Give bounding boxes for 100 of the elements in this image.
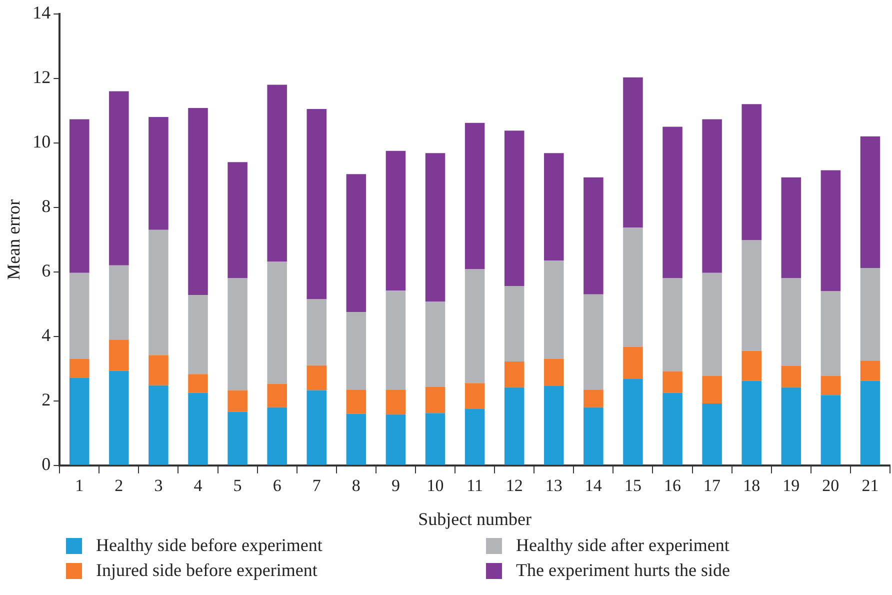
bar bbox=[742, 350, 762, 381]
bar bbox=[69, 378, 90, 465]
x-axis-title: Subject number bbox=[418, 508, 532, 529]
x-tick-label: 1 bbox=[75, 476, 84, 496]
x-tick-label: 21 bbox=[862, 476, 879, 496]
bar bbox=[820, 395, 841, 465]
bar bbox=[306, 365, 327, 390]
bar bbox=[109, 91, 129, 266]
x-tick-label: 4 bbox=[194, 476, 202, 496]
bar bbox=[188, 392, 208, 465]
x-tick-label: 6 bbox=[272, 476, 282, 496]
bar bbox=[504, 362, 524, 388]
x-tick-label: 10 bbox=[426, 476, 444, 496]
bar bbox=[702, 119, 722, 273]
x-tick-label: 16 bbox=[664, 476, 681, 496]
bar bbox=[662, 278, 682, 372]
bar bbox=[464, 408, 485, 465]
bar bbox=[860, 136, 880, 268]
bar bbox=[425, 413, 446, 465]
x-tick-label: 11 bbox=[466, 476, 483, 496]
bar bbox=[346, 414, 366, 465]
bar bbox=[306, 108, 327, 300]
bar bbox=[504, 130, 524, 286]
bar bbox=[742, 380, 762, 465]
bar bbox=[425, 387, 446, 414]
x-tick-label: 12 bbox=[506, 476, 523, 496]
bar bbox=[228, 162, 248, 278]
bar bbox=[148, 117, 168, 230]
bar bbox=[504, 286, 524, 362]
x-tick-label: 2 bbox=[114, 476, 124, 496]
bar bbox=[386, 150, 406, 291]
bar bbox=[109, 340, 129, 371]
bar bbox=[662, 371, 682, 393]
legend-label: The experiment hurts the side bbox=[516, 560, 730, 581]
bar bbox=[346, 312, 366, 390]
x-tick-label: 20 bbox=[822, 476, 840, 496]
x-tick-label: 13 bbox=[545, 476, 562, 496]
x-tick-label: 17 bbox=[704, 476, 721, 496]
y-tick-label: 4 bbox=[42, 325, 51, 346]
bar bbox=[228, 390, 248, 412]
bar bbox=[544, 386, 564, 465]
bar bbox=[109, 370, 129, 465]
bar bbox=[69, 358, 90, 378]
bar bbox=[306, 390, 327, 465]
bar bbox=[148, 230, 168, 356]
x-tick-label: 3 bbox=[154, 476, 163, 496]
bar bbox=[346, 390, 366, 414]
bar bbox=[228, 278, 248, 390]
bar bbox=[504, 387, 524, 465]
y-tick-label: 12 bbox=[32, 67, 51, 88]
bar bbox=[702, 272, 722, 376]
bar bbox=[584, 177, 604, 294]
bar bbox=[267, 407, 287, 465]
bar bbox=[702, 403, 722, 465]
bar bbox=[742, 240, 762, 351]
x-tick-label: 9 bbox=[391, 476, 400, 496]
bar bbox=[820, 170, 841, 292]
bar bbox=[109, 265, 129, 340]
bar bbox=[425, 153, 446, 302]
legend-label: Healthy side after experiment bbox=[516, 535, 730, 556]
bar bbox=[267, 384, 287, 408]
bar bbox=[425, 302, 446, 388]
bar bbox=[623, 77, 643, 228]
bar bbox=[702, 376, 722, 404]
bar bbox=[148, 385, 168, 465]
bar bbox=[781, 387, 802, 465]
bar bbox=[584, 407, 604, 465]
y-tick-label: 0 bbox=[42, 454, 51, 474]
bar bbox=[386, 414, 406, 465]
y-tick-label: 14 bbox=[32, 2, 51, 23]
bar bbox=[346, 174, 366, 312]
bar bbox=[464, 269, 485, 384]
y-axis-title: Mean error bbox=[4, 199, 24, 280]
legend-label: Injured side before experiment bbox=[96, 560, 318, 581]
y-tick-label: 6 bbox=[42, 260, 51, 281]
bar bbox=[781, 366, 802, 388]
bar bbox=[781, 177, 802, 278]
x-tick-label: 14 bbox=[584, 476, 602, 496]
bar bbox=[820, 291, 841, 376]
bar bbox=[228, 412, 248, 465]
x-tick-label: 5 bbox=[233, 476, 242, 496]
bar bbox=[781, 278, 802, 366]
bar bbox=[464, 383, 485, 409]
bar bbox=[386, 290, 406, 390]
bar bbox=[188, 295, 208, 374]
bar bbox=[742, 104, 762, 240]
bar bbox=[544, 153, 564, 261]
bar bbox=[584, 294, 604, 390]
bar bbox=[860, 380, 880, 465]
bar bbox=[662, 126, 682, 278]
x-tick-label: 7 bbox=[312, 476, 321, 496]
bar bbox=[820, 376, 841, 396]
bar bbox=[386, 390, 406, 414]
bar bbox=[148, 355, 168, 386]
bar bbox=[464, 122, 485, 270]
bar bbox=[306, 299, 327, 366]
y-tick-label: 2 bbox=[42, 390, 51, 410]
bar bbox=[188, 374, 208, 393]
bar bbox=[267, 262, 287, 384]
bar bbox=[69, 272, 90, 359]
